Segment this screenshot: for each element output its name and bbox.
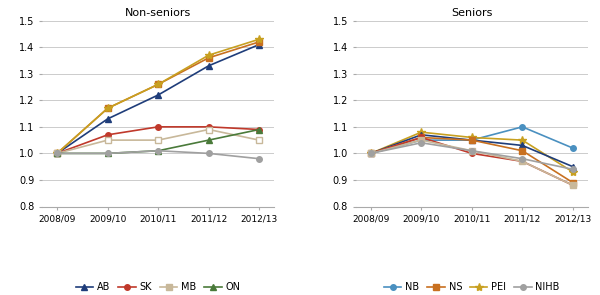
Legend: AB, SK, MB, ON: AB, SK, MB, ON — [76, 282, 241, 292]
Title: Seniors: Seniors — [451, 9, 493, 19]
Title: Non-seniors: Non-seniors — [125, 9, 191, 19]
Legend: NB, NS, PEI, NIHB: NB, NS, PEI, NIHB — [384, 282, 560, 292]
